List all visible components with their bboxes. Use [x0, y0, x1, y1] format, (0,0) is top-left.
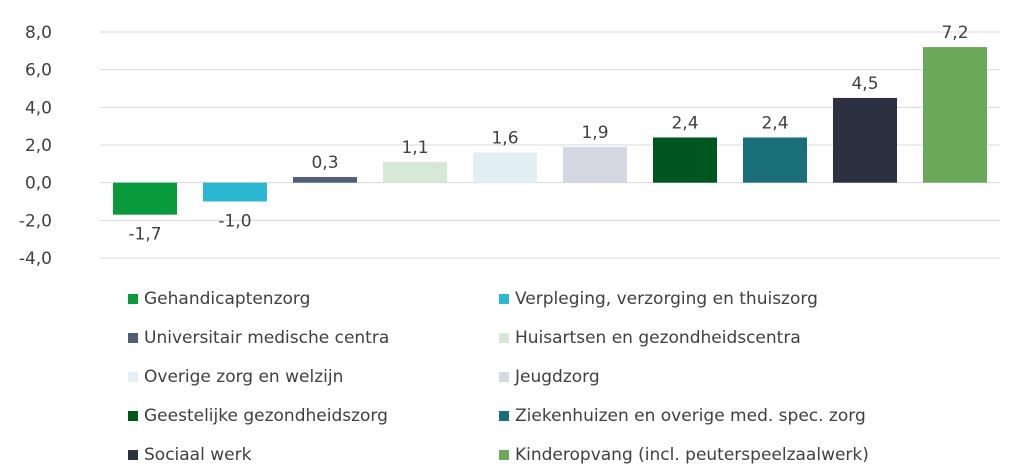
- legend-label: Jeugdzorg: [515, 367, 600, 387]
- bars: [113, 47, 987, 215]
- data-label-10: 7,2: [941, 23, 968, 43]
- legend-swatch: [128, 450, 138, 460]
- bar-8: [743, 137, 807, 183]
- legend-swatch: [499, 333, 509, 343]
- bar-4: [383, 161, 447, 183]
- legend-swatch: [128, 333, 138, 343]
- legend-item: Verpleging, verzorging en thuiszorg: [499, 286, 979, 312]
- data-label-8: 2,4: [761, 113, 788, 133]
- legend-label: Gehandicaptenzorg: [144, 289, 311, 309]
- y-tick-label: 8,0: [25, 23, 52, 43]
- legend-item: Overige zorg en welzijn: [128, 364, 499, 390]
- legend: Gehandicaptenzorg Verpleging, verzorging …: [128, 286, 1008, 468]
- y-tick-label: 6,0: [25, 61, 52, 81]
- legend-label: Geestelijke gezondheidszorg: [144, 406, 388, 426]
- bar-chart: 8,0 6,0 4,0 2,0 0,0 -2,0 -4,0 -1,7 -1,0 0,3 1,1 1,…: [19, 23, 1000, 269]
- legend-item: Gehandicaptenzorg: [128, 286, 499, 312]
- legend-label: Huisartsen en gezondheidscentra: [515, 328, 801, 348]
- legend-swatch: [499, 450, 509, 460]
- legend-label: Sociaal werk: [144, 445, 252, 465]
- legend-label: Overige zorg en welzijn: [144, 367, 344, 387]
- legend-item: Geestelijke gezondheidszorg: [128, 403, 499, 429]
- y-tick-label: 4,0: [25, 98, 52, 118]
- legend-label: Universitair medische centra: [144, 328, 390, 348]
- bar-2: [203, 182, 267, 202]
- legend-item: Kinderopvang (incl. peuterspeelzaalwerk): [499, 442, 979, 468]
- data-label-1: -1,7: [128, 225, 161, 245]
- y-axis: 8,0 6,0 4,0 2,0 0,0 -2,0 -4,0: [19, 23, 52, 269]
- bar-7: [653, 137, 717, 183]
- data-label-6: 1,9: [581, 123, 608, 143]
- legend-swatch: [499, 294, 509, 304]
- data-label-2: -1,0: [218, 212, 251, 232]
- bar-3: [293, 177, 357, 183]
- data-label-3: 0,3: [311, 153, 338, 173]
- legend-swatch: [128, 411, 138, 421]
- legend-label: Kinderopvang (incl. peuterspeelzaalwerk): [515, 445, 869, 465]
- bar-9: [833, 97, 897, 183]
- data-labels: -1,7 -1,0 0,3 1,1 1,6 1,9 2,4 2,4 4,5 7,2: [128, 23, 968, 245]
- y-tick-label: 0,0: [25, 174, 52, 194]
- data-label-4: 1,1: [401, 138, 428, 158]
- legend-label: Ziekenhuizen en overige med. spec. zorg: [515, 406, 866, 426]
- bar-5: [473, 152, 537, 183]
- legend-swatch: [499, 411, 509, 421]
- legend-item: Sociaal werk: [128, 442, 499, 468]
- bar-1: [113, 182, 177, 215]
- legend-swatch: [499, 372, 509, 382]
- legend-item: Ziekenhuizen en overige med. spec. zorg: [499, 403, 979, 429]
- legend-item: Universitair medische centra: [128, 325, 499, 351]
- legend-swatch: [128, 372, 138, 382]
- bar-10: [923, 47, 987, 183]
- data-label-5: 1,6: [491, 129, 518, 149]
- legend-label: Verpleging, verzorging en thuiszorg: [515, 289, 818, 309]
- data-label-7: 2,4: [671, 113, 698, 133]
- legend-swatch: [128, 294, 138, 304]
- bar-6: [563, 146, 627, 183]
- data-label-9: 4,5: [851, 74, 878, 94]
- legend-item: Jeugdzorg: [499, 364, 979, 390]
- legend-item: Huisartsen en gezondheidscentra: [499, 325, 979, 351]
- y-tick-label: 2,0: [25, 136, 52, 156]
- y-tick-label: -4,0: [19, 249, 52, 269]
- y-tick-label: -2,0: [19, 211, 52, 231]
